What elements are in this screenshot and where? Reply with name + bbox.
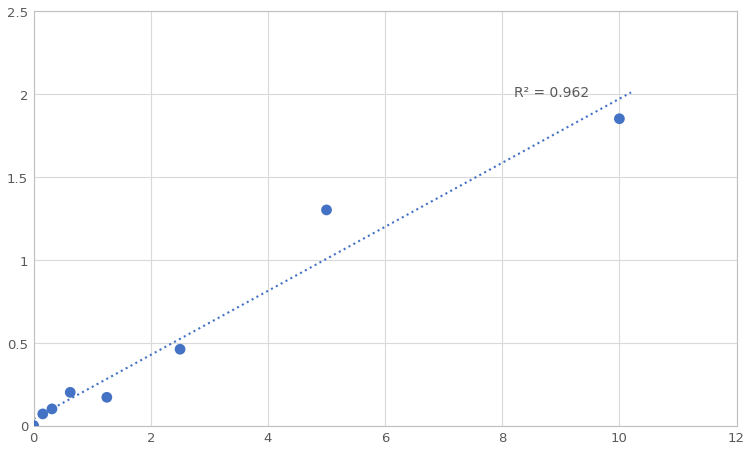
Point [64, 389, 76, 396]
Point [174, 346, 186, 353]
Point [46, 405, 58, 413]
Point [28, 422, 40, 429]
Point [37, 410, 49, 418]
Point [101, 394, 113, 401]
Point [614, 116, 626, 123]
Text: R² = 0.962: R² = 0.962 [514, 86, 589, 100]
Point [320, 207, 332, 214]
